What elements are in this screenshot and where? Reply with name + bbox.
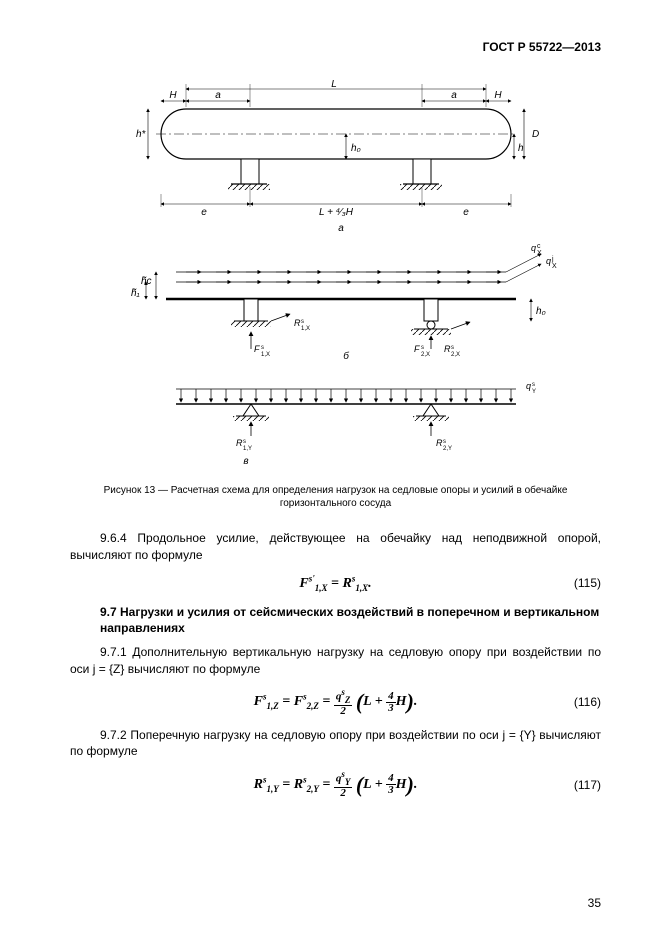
svg-text:L + ⁴⁄₃H: L + ⁴⁄₃H	[319, 207, 354, 218]
svg-text:H: H	[494, 90, 502, 101]
svg-text:2,X: 2,X	[451, 352, 460, 358]
svg-text:s: s	[451, 345, 454, 351]
svg-text:h₀: h₀	[536, 306, 546, 317]
svg-text:e: e	[201, 207, 207, 218]
svg-text:q: q	[526, 381, 531, 391]
svg-text:1,X: 1,X	[301, 326, 310, 332]
svg-text:R: R	[444, 344, 451, 354]
svg-text:R: R	[236, 438, 243, 448]
svg-text:s: s	[243, 439, 246, 445]
svg-text:h₀: h₀	[351, 143, 361, 154]
svg-text:e: e	[463, 207, 469, 218]
svg-text:в: в	[243, 456, 248, 467]
eq115-body: Fs'1,X = Rs1,X.	[299, 576, 371, 591]
svg-text:q: q	[531, 243, 536, 253]
eq116-body: Fs1,Z = Fs2,Z = qsZ 2 (L + 4 3 H).	[254, 694, 418, 709]
svg-text:1,Y: 1,Y	[243, 446, 252, 452]
svg-text:F: F	[254, 344, 260, 354]
svg-text:2,Y: 2,Y	[443, 446, 452, 452]
svg-text:s: s	[301, 319, 304, 325]
svg-text:R: R	[294, 318, 301, 328]
svg-text:D: D	[532, 129, 539, 140]
svg-text:c: c	[537, 243, 541, 250]
svg-text:2,X: 2,X	[421, 352, 430, 358]
svg-text:s: s	[421, 345, 424, 351]
page: ГОСТ Р 55722—2013	[0, 0, 661, 935]
eq115-num: (115)	[372, 576, 601, 590]
diagram-svg: L H H a a D h h*	[106, 69, 566, 469]
svg-text:s: s	[532, 382, 535, 388]
figure-caption: Рисунок 13 — Расчетная схема для определ…	[70, 484, 601, 510]
page-number: 35	[588, 896, 601, 910]
para-971: 9.7.1 Дополнительную вертикальную нагруз…	[70, 644, 601, 678]
svg-text:h*: h*	[136, 129, 147, 140]
eq117-body: Rs1,Y = Rs2,Y = qsY 2 (L + 4 3 H).	[254, 777, 418, 792]
svg-text:L: L	[331, 79, 337, 90]
formula-117: Rs1,Y = Rs2,Y = qsY 2 (L + 4 3 H). (117)	[70, 770, 601, 799]
svg-text:H: H	[169, 90, 177, 101]
para-964: 9.6.4 Продольное усилие, действующее на …	[70, 530, 601, 564]
svg-text:б: б	[343, 350, 349, 362]
svg-text:h̃₁: h̃₁	[131, 288, 140, 299]
eq116-num: (116)	[417, 695, 601, 709]
svg-text:Y: Y	[532, 389, 536, 395]
svg-text:h: h	[518, 143, 524, 154]
svg-text:а: а	[338, 223, 344, 234]
fig-caption-line1: Рисунок 13 — Расчетная схема для определ…	[104, 485, 568, 496]
para-972: 9.7.2 Поперечную нагрузку на седловую оп…	[70, 727, 601, 761]
svg-text:F: F	[414, 344, 420, 354]
svg-text:X: X	[552, 263, 557, 270]
svg-text:a: a	[451, 90, 457, 101]
svg-text:1,X: 1,X	[261, 352, 270, 358]
formula-116: Fs1,Z = Fs2,Z = qsZ 2 (L + 4 3 H). (116)	[70, 688, 601, 717]
figure-13: L H H a a D h h*	[70, 69, 601, 469]
svg-text:R: R	[436, 438, 443, 448]
section-97-title: 9.7 Нагрузки и усилия от сейсмических во…	[100, 605, 601, 636]
svg-text:j: j	[551, 256, 554, 263]
svg-text:s: s	[443, 439, 446, 445]
svg-text:a: a	[215, 90, 221, 101]
fig-caption-line2: горизонтального сосуда	[280, 498, 391, 509]
eq117-num: (117)	[417, 778, 601, 792]
svg-text:q: q	[546, 256, 551, 266]
doc-header: ГОСТ Р 55722—2013	[70, 40, 601, 54]
svg-text:s: s	[261, 345, 264, 351]
svg-text:X: X	[537, 250, 542, 257]
formula-115: Fs'1,X = Rs1,X. (115)	[70, 574, 601, 593]
